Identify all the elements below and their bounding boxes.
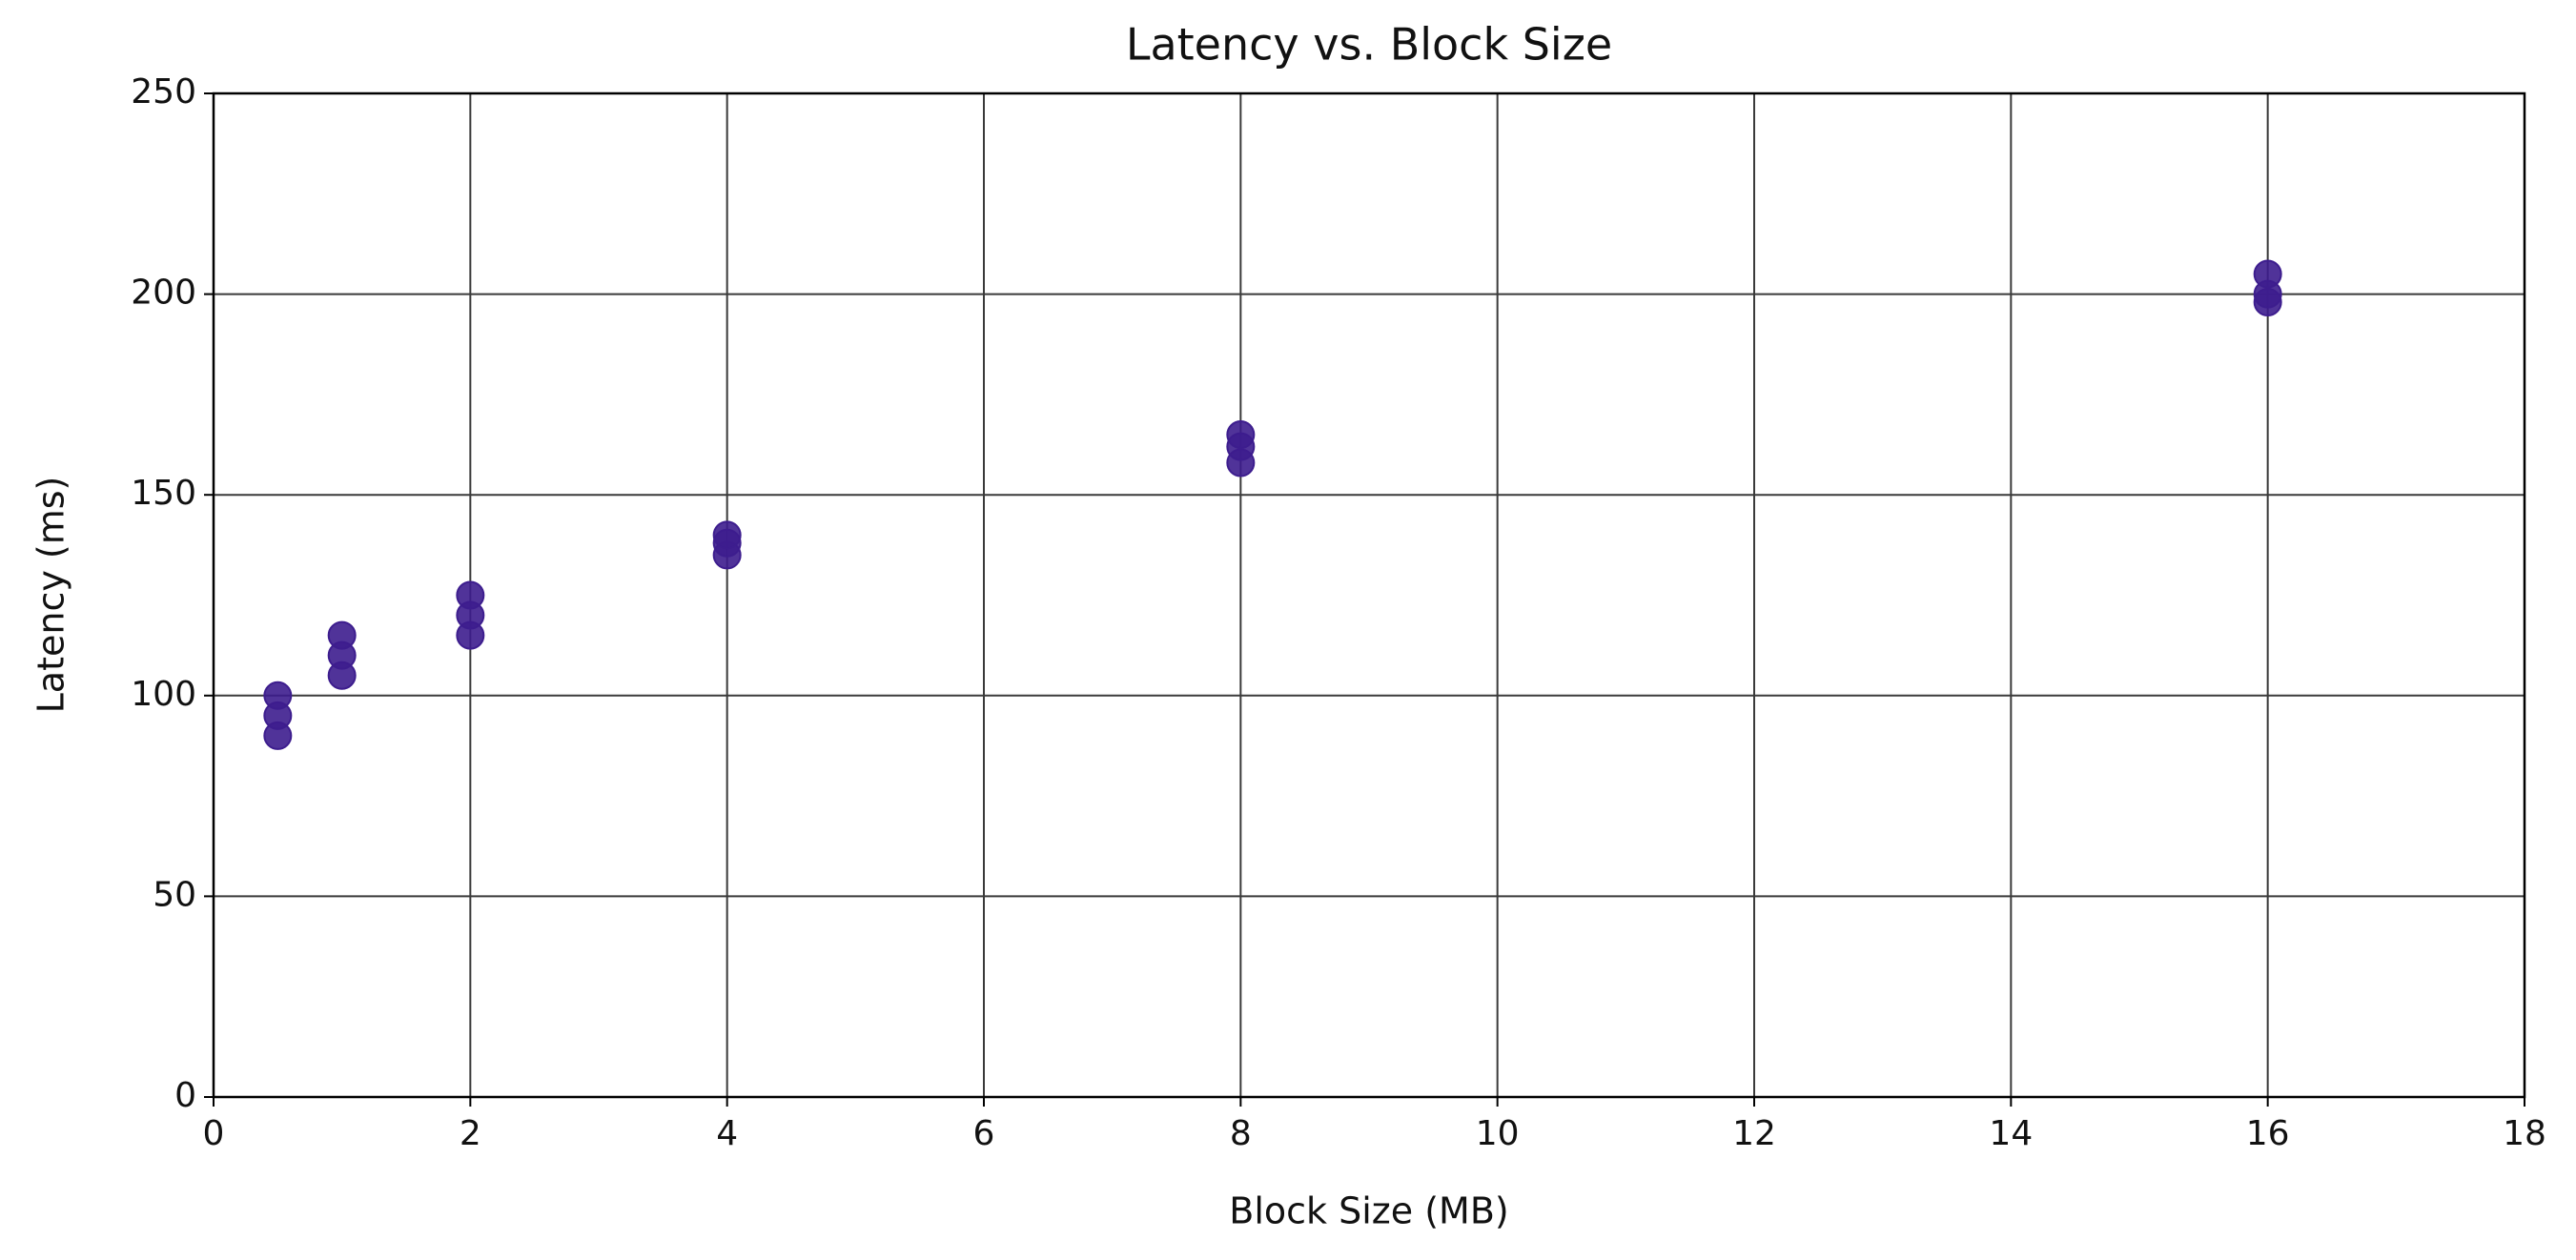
x-tick-label: 10 [1476, 1114, 1520, 1153]
y-tick-label: 150 [131, 474, 196, 513]
x-tick-label: 8 [1230, 1114, 1252, 1153]
x-tick-label: 16 [2246, 1114, 2290, 1153]
x-tick-label: 6 [973, 1114, 995, 1153]
point [263, 681, 293, 710]
y-tick-label: 200 [131, 274, 196, 313]
x-tick-label: 0 [203, 1114, 225, 1153]
y-tick-label: 0 [174, 1076, 196, 1115]
y-axis-label: Latency (ms) [31, 477, 72, 714]
x-tick-label: 14 [1989, 1114, 2033, 1153]
x-tick-label: 4 [716, 1114, 738, 1153]
y-tick-label: 50 [153, 875, 196, 914]
x-tick-label: 18 [2503, 1114, 2546, 1153]
y-tick-label: 250 [131, 72, 196, 112]
point [712, 520, 742, 550]
point [456, 580, 485, 610]
x-tick-label: 12 [1732, 1114, 1776, 1153]
point [2253, 259, 2282, 289]
point [327, 620, 357, 650]
x-tick-label: 2 [460, 1114, 481, 1153]
point [1226, 420, 1256, 450]
x-axis-label: Block Size (MB) [1229, 1190, 1508, 1232]
plot-frame [212, 91, 2526, 1099]
y-tick-label: 100 [131, 675, 196, 714]
chart-title: Latency vs. Block Size [1126, 19, 1612, 71]
